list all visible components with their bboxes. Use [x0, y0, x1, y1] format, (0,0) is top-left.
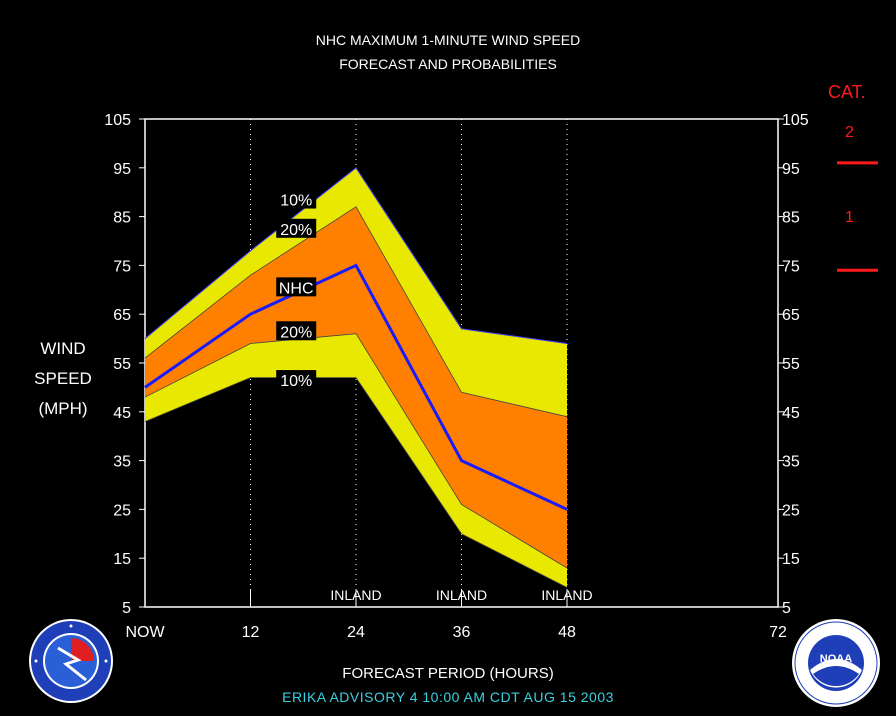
y-tick-left-75: 75	[113, 258, 131, 275]
y-axis-label-speed: SPEED	[34, 369, 92, 388]
inland-label-36: INLAND	[436, 587, 487, 603]
y-tick-left-45: 45	[113, 405, 131, 422]
noaa-logo-icon: NOAA	[792, 619, 880, 707]
nhc-forecast-line	[144, 263, 568, 511]
band-label-bg-2	[276, 277, 317, 297]
y-tick-right-55: 55	[782, 356, 800, 373]
band-edge-outer_lower	[144, 377, 568, 588]
band-label-3: 20%	[280, 324, 312, 341]
y-tick-right-95: 95	[782, 161, 800, 178]
y-tick-left-65: 65	[113, 307, 131, 324]
band-edge-inner_upper	[144, 206, 568, 418]
y-tick-right-45: 45	[782, 405, 800, 422]
x-tick-NOW: NOW	[125, 624, 165, 641]
y-tick-right-85: 85	[782, 210, 800, 227]
x-tick-36: 36	[453, 624, 471, 641]
y-tick-left-5: 5	[122, 600, 131, 617]
y-tick-right-75: 75	[782, 258, 800, 275]
y-tick-left-95: 95	[113, 161, 131, 178]
category-2-label: 2	[845, 124, 854, 141]
y-tick-right-105: 105	[782, 112, 809, 129]
svg-text:NOAA: NOAA	[820, 653, 852, 665]
band-label-1: 20%	[280, 222, 312, 239]
band-label-bg-3	[276, 321, 317, 341]
chart-title-line2: FORECAST AND PROBABILITIES	[339, 56, 557, 72]
y-tick-right-15: 15	[782, 551, 800, 568]
y-tick-left-105: 105	[104, 112, 131, 129]
x-tick-48: 48	[558, 624, 576, 641]
y-axis-label-wind: WIND	[40, 339, 86, 358]
y-tick-right-25: 25	[782, 502, 800, 519]
inland-label-24: INLAND	[330, 587, 381, 603]
band-label-2: NHC	[279, 280, 314, 297]
x-axis-title: FORECAST PERIOD (HOURS)	[342, 665, 554, 682]
y-tick-right-65: 65	[782, 307, 800, 324]
y-axis-label-units: (MPH)	[38, 399, 88, 418]
y-tick-right-35: 35	[782, 454, 800, 471]
band-label-bg-4	[276, 370, 317, 390]
chart-title-line1: NHC MAXIMUM 1-MINUTE WIND SPEED	[315, 32, 581, 48]
y-tick-right-5: 5	[782, 600, 791, 617]
band-label-4: 10%	[280, 373, 312, 390]
x-tick-12: 12	[242, 624, 260, 641]
y-tick-left-85: 85	[113, 210, 131, 227]
outer-upper-line	[144, 167, 568, 344]
y-tick-left-55: 55	[113, 356, 131, 373]
category-1-label: 1	[845, 209, 854, 226]
x-tick-72: 72	[769, 624, 787, 641]
band-label-bg-0	[276, 189, 317, 209]
category-title: CAT.	[828, 82, 866, 102]
y-tick-left-25: 25	[113, 502, 131, 519]
nws-logo-icon	[29, 619, 113, 703]
y-tick-left-15: 15	[113, 551, 131, 568]
band-edge-inner_lower	[144, 333, 568, 569]
x-tick-24: 24	[347, 624, 365, 641]
band-label-0: 10%	[280, 193, 312, 210]
band-label-bg-1	[276, 218, 317, 238]
advisory-line: ERIKA ADVISORY 4 10:00 AM CDT AUG 15 200…	[282, 689, 614, 705]
inland-label-48: INLAND	[541, 587, 592, 603]
band-20pct	[145, 206, 567, 569]
y-tick-left-35: 35	[113, 454, 131, 471]
